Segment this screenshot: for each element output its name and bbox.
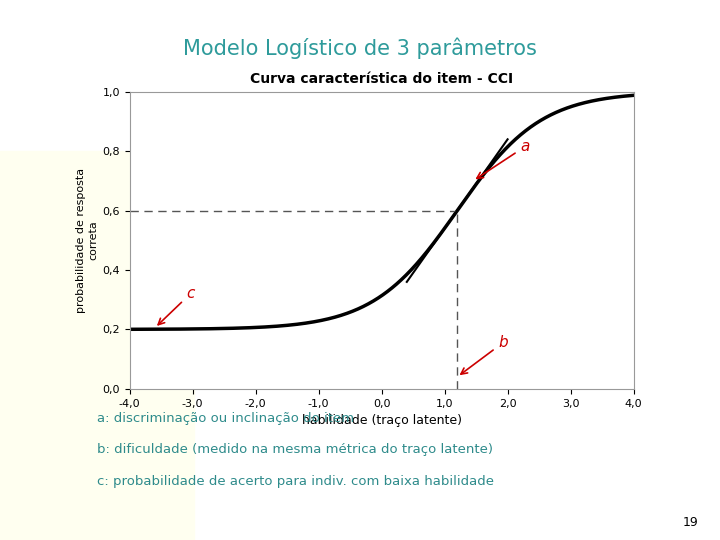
Text: b: b — [461, 335, 508, 374]
Text: a: discriminação ou inclinação do item: a: discriminação ou inclinação do item — [97, 412, 354, 425]
Text: c: probabilidade de acerto para indiv. com baixa habilidade: c: probabilidade de acerto para indiv. c… — [97, 475, 494, 488]
Text: Modelo Logístico de 3 parâmetros: Modelo Logístico de 3 parâmetros — [183, 38, 537, 59]
Text: c: c — [158, 286, 194, 325]
X-axis label: habilidade (traço latente): habilidade (traço latente) — [302, 414, 462, 427]
Text: a: a — [477, 139, 530, 178]
Y-axis label: probabilidade de resposta
correta: probabilidade de resposta correta — [76, 168, 98, 313]
Text: 19: 19 — [683, 516, 698, 529]
Text: b: dificuldade (medido na mesma métrica do traço latente): b: dificuldade (medido na mesma métrica … — [97, 443, 493, 456]
Title: Curva característica do item - CCI: Curva característica do item - CCI — [250, 72, 513, 86]
